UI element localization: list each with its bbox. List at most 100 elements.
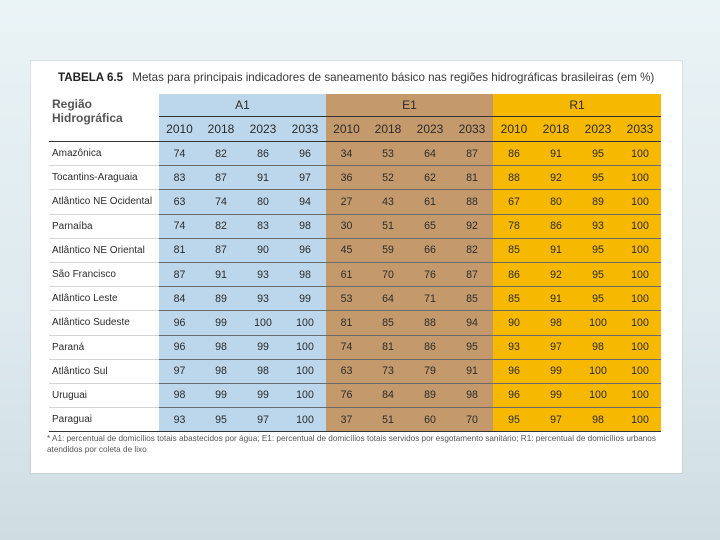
- cell-a1: 94: [284, 189, 326, 215]
- cell-a1: 98: [200, 359, 242, 384]
- cell-r1: 100: [619, 310, 661, 336]
- cell-r1: 99: [535, 359, 577, 384]
- cell-a1: 98: [159, 383, 200, 409]
- cell-r1: 92: [535, 262, 577, 288]
- cell-r1: 100: [619, 262, 661, 288]
- table-row: Parnaíba 74 82 83 98 30 51 65 92 78 86 93 100: [49, 214, 661, 239]
- cell-e1: 52: [367, 165, 409, 191]
- region-name: São Francisco: [49, 262, 159, 288]
- cell-r1: 88: [493, 165, 535, 191]
- table-row: Amazônica 74 82 86 96 34 53 64 87 86 91 95 100: [49, 141, 661, 167]
- cell-a1: 95: [200, 407, 242, 433]
- cell-e1: 30: [326, 214, 367, 239]
- cell-e1: 60: [409, 407, 451, 433]
- cell-a1: 100: [284, 383, 326, 409]
- cell-e1: 64: [409, 141, 451, 167]
- cell-r1: 100: [619, 141, 661, 167]
- region-name: Atlântico Leste: [49, 286, 159, 312]
- cell-e1: 61: [326, 262, 367, 288]
- cell-e1: 64: [367, 286, 409, 312]
- group-header-r1: R1: [493, 94, 661, 117]
- cell-e1: 65: [409, 214, 451, 239]
- region-name: Uruguai: [49, 383, 159, 409]
- year-header-r1-1: 2018: [535, 116, 577, 142]
- cell-e1: 70: [451, 407, 493, 433]
- cell-e1: 62: [409, 165, 451, 191]
- cell-r1: 100: [619, 238, 661, 263]
- cell-r1: 100: [619, 189, 661, 215]
- region-name: Parnaíba: [49, 214, 159, 239]
- cell-r1: 96: [493, 383, 535, 409]
- cell-r1: 100: [577, 310, 619, 336]
- cell-a1: 89: [200, 286, 242, 312]
- cell-a1: 98: [242, 359, 284, 384]
- cell-a1: 96: [159, 335, 200, 360]
- cell-a1: 87: [159, 262, 200, 288]
- cell-a1: 84: [159, 286, 200, 312]
- cell-e1: 82: [451, 238, 493, 263]
- year-header-a1-0: 2010: [159, 116, 200, 142]
- cell-e1: 76: [326, 383, 367, 409]
- table-row: Atlântico Leste 84 89 93 99 53 64 71 85 85 91 95 100: [49, 286, 661, 312]
- cell-a1: 99: [242, 383, 284, 409]
- cell-r1: 100: [619, 286, 661, 312]
- cell-a1: 90: [242, 238, 284, 263]
- cell-e1: 74: [326, 335, 367, 360]
- table-row: Tocantins-Araguaia 83 87 91 97 36 52 62 81 88 92 95…: [49, 165, 661, 191]
- group-header-e1: E1: [326, 94, 493, 117]
- cell-r1: 100: [619, 214, 661, 239]
- cell-e1: 98: [451, 383, 493, 409]
- table-title: TABELA 6.5 Metas para principais indicad…: [58, 71, 678, 84]
- table-footnote: * A1: percentual de domicílios totais ab…: [47, 434, 656, 454]
- cell-r1: 100: [577, 359, 619, 384]
- table-row: Paraguai 93 95 97 100 37 51 60 70 95 97 98 100: [49, 407, 661, 433]
- cell-a1: 80: [242, 189, 284, 215]
- cell-e1: 81: [367, 335, 409, 360]
- cell-r1: 91: [535, 286, 577, 312]
- cell-e1: 71: [409, 286, 451, 312]
- cell-r1: 95: [577, 262, 619, 288]
- cell-a1: 99: [200, 310, 242, 336]
- cell-r1: 97: [535, 335, 577, 360]
- region-column-header: Região Hidrográfica: [49, 94, 159, 142]
- cell-a1: 74: [159, 141, 200, 167]
- table-row: Atlântico NE Oriental 81 87 90 96 45 59 66 82 85 9…: [49, 238, 661, 263]
- cell-r1: 100: [619, 335, 661, 360]
- cell-e1: 43: [367, 189, 409, 215]
- cell-r1: 93: [577, 214, 619, 239]
- table-row: Uruguai 98 99 99 100 76 84 89 98 96 99 100 100: [49, 383, 661, 409]
- cell-a1: 93: [242, 286, 284, 312]
- cell-e1: 87: [451, 262, 493, 288]
- cell-r1: 85: [493, 286, 535, 312]
- region-name: Paraná: [49, 335, 159, 360]
- cell-r1: 100: [619, 407, 661, 433]
- table-row: São Francisco 87 91 93 98 61 70 76 87 86 92 95 100: [49, 262, 661, 288]
- cell-e1: 87: [451, 141, 493, 167]
- cell-a1: 87: [200, 165, 242, 191]
- cell-e1: 81: [451, 165, 493, 191]
- cell-r1: 91: [535, 141, 577, 167]
- cell-r1: 95: [577, 141, 619, 167]
- cell-a1: 82: [200, 141, 242, 167]
- cell-r1: 86: [535, 214, 577, 239]
- cell-a1: 99: [284, 286, 326, 312]
- cell-e1: 92: [451, 214, 493, 239]
- cell-e1: 85: [367, 310, 409, 336]
- cell-r1: 98: [577, 407, 619, 433]
- year-header-r1-2: 2023: [577, 116, 619, 142]
- cell-a1: 96: [284, 141, 326, 167]
- cell-r1: 86: [493, 262, 535, 288]
- cell-e1: 70: [367, 262, 409, 288]
- cell-a1: 97: [159, 359, 200, 384]
- cell-e1: 63: [326, 359, 367, 384]
- cell-e1: 53: [326, 286, 367, 312]
- cell-e1: 94: [451, 310, 493, 336]
- cell-e1: 66: [409, 238, 451, 263]
- cell-a1: 93: [242, 262, 284, 288]
- data-table: Região Hidrográfica A1 E1 R1 2010 2018 202…: [49, 94, 661, 433]
- cell-a1: 100: [284, 407, 326, 433]
- cell-r1: 95: [577, 286, 619, 312]
- cell-e1: 89: [409, 383, 451, 409]
- cell-a1: 63: [159, 189, 200, 215]
- cell-r1: 90: [493, 310, 535, 336]
